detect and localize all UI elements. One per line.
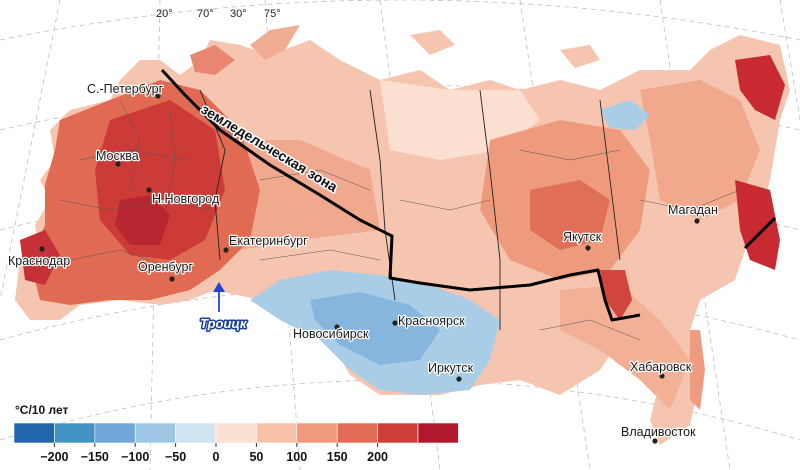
troitsk-label: Троицк — [200, 316, 248, 331]
kola — [190, 45, 235, 75]
zone-east — [640, 80, 760, 220]
legend-swatch — [417, 422, 459, 444]
city-orenburg: Оренбург — [137, 259, 195, 282]
legend-swatch — [94, 422, 136, 444]
zone-europe-core — [115, 195, 170, 245]
sakhalin — [690, 330, 705, 410]
city-label: Екатеринбург — [229, 234, 308, 248]
legend-swatch — [54, 422, 96, 444]
lon-label-70: 70° — [197, 8, 214, 20]
city-irkutsk: Иркутск — [427, 360, 475, 382]
city-label: Новосибирск — [293, 327, 369, 341]
cities: С.-Петербург Москва Н.Новгород Краснодар… — [7, 81, 719, 444]
longitude-labels: 20° 70° 30° 75° — [156, 8, 281, 20]
legend-tick-label: −50 — [165, 450, 186, 464]
legend-title: °C/10 лет — [15, 403, 68, 417]
lon-label-75: 75° — [264, 8, 281, 20]
legend-swatch — [134, 422, 176, 444]
legend-colorbar — [13, 422, 459, 444]
city-label: Москва — [96, 149, 139, 163]
zone-cooling-small — [600, 100, 650, 130]
legend-swatch — [13, 422, 55, 444]
legend-swatch — [336, 422, 378, 444]
city-magadan: Магадан — [667, 202, 719, 224]
novosib-islands — [560, 45, 600, 68]
legend-tick-label: 150 — [327, 450, 348, 464]
city-label: Краснодар — [8, 254, 70, 268]
legend-ticks: −200 −150 −100 −50 0 50 100 150 200 — [40, 443, 388, 464]
city-nnovgorod: Н.Новгород — [146, 187, 221, 207]
legend-swatch — [175, 422, 217, 444]
trend-field — [15, 25, 790, 445]
zone-mild — [230, 140, 380, 250]
city-label: Оренбург — [138, 260, 193, 274]
troitsk-arrowhead — [213, 282, 225, 292]
legend-tick-label: 0 — [213, 450, 220, 464]
severnaya-zemlya — [410, 30, 455, 55]
lon-label-30: 30° — [230, 8, 247, 20]
city-novosibirsk: Новосибирск — [292, 324, 370, 342]
city-yakutsk: Якутск — [562, 229, 603, 251]
legend: °C/10 лет −200 −150 −100 −50 0 50 100 150 200 — [13, 403, 459, 464]
legend-tick-label: 200 — [367, 450, 388, 464]
city-khabarovsk: Хабаровск — [629, 359, 693, 379]
legend-tick-label: −100 — [121, 450, 149, 464]
city-spb: С.-Петербург — [86, 81, 165, 99]
zone-yakutia-core — [530, 180, 610, 250]
zone-kamchatka — [735, 55, 785, 120]
city-vladivostok: Владивосток — [620, 424, 697, 444]
novaya-zemlya — [250, 25, 300, 60]
troitsk-marker: Троицк — [199, 282, 249, 333]
city-label: Владивосток — [621, 425, 696, 439]
legend-swatch — [377, 422, 419, 444]
city-label: Иркутск — [428, 361, 474, 375]
city-label: Магадан — [668, 203, 718, 217]
city-label: Н.Новгород — [152, 192, 220, 206]
zone-amur — [600, 270, 632, 320]
legend-swatch — [256, 422, 298, 444]
legend-tick-label: −200 — [40, 450, 68, 464]
city-ekaterinburg: Екатеринбург — [223, 233, 309, 253]
zone-krasnodar — [20, 230, 60, 285]
zone-cooling-core — [310, 292, 440, 365]
agricultural-zone-boundary — [160, 68, 777, 322]
legend-tick-label: −150 — [81, 450, 109, 464]
city-label: Красноярск — [398, 314, 465, 328]
lon-label-20: 20° — [156, 8, 173, 20]
city-label: С.-Петербург — [87, 82, 164, 96]
city-krasnoyarsk: Красноярск — [392, 313, 466, 329]
legend-tick-label: 100 — [286, 450, 307, 464]
city-moscow: Москва — [95, 148, 140, 167]
zone-far-east-south — [560, 285, 690, 410]
city-label: Якутск — [563, 230, 602, 244]
legend-swatch — [215, 422, 257, 444]
city-label: Хабаровск — [630, 360, 692, 374]
legend-swatch — [296, 422, 338, 444]
legend-tick-label: 50 — [249, 450, 263, 464]
city-krasnodar: Краснодар — [7, 246, 71, 269]
